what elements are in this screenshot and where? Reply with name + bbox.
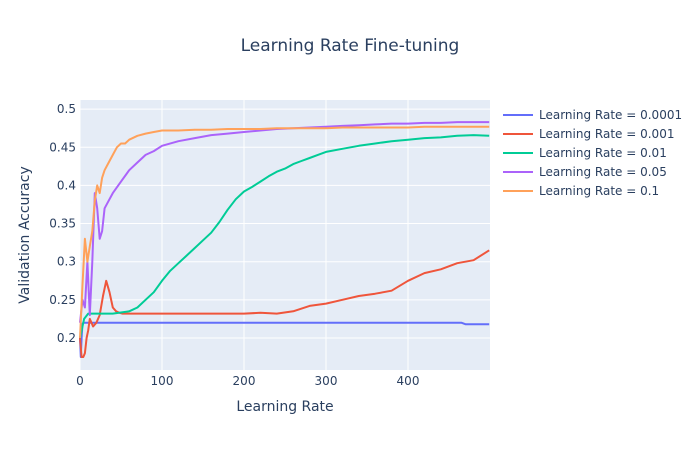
x-tick-label: 300 <box>315 374 338 388</box>
y-tick-label: 0.3 <box>57 255 76 269</box>
y-tick-label: 0.35 <box>49 217 76 231</box>
legend-item: Learning Rate = 0.001 <box>503 127 674 141</box>
x-tick-label: 0 <box>76 374 84 388</box>
legend-item: Learning Rate = 0.05 <box>503 165 667 179</box>
y-tick-label: 0.4 <box>57 178 76 192</box>
x-axis-title: Learning Rate <box>236 399 333 415</box>
legend-item: Learning Rate = 0.1 <box>503 184 659 198</box>
y-tick-label: 0.45 <box>49 140 76 154</box>
legend: Learning Rate = 0.0001 Learning Rate = 0.… <box>503 108 682 198</box>
legend-label: Learning Rate = 0.01 <box>539 146 667 160</box>
legend-label: Learning Rate = 0.05 <box>539 165 667 179</box>
y-axis-title: Validation Accuracy <box>17 166 33 304</box>
series-lines <box>79 121 490 358</box>
y-tick-label: 0.5 <box>57 102 76 116</box>
series-line <box>79 249 490 358</box>
legend-label: Learning Rate = 0.0001 <box>539 108 682 122</box>
y-tick-label: 0.2 <box>57 331 76 345</box>
chart-title: Learning Rate Fine-tuning <box>241 36 460 56</box>
x-tick-label: 100 <box>151 374 174 388</box>
tick-labels: 0 100 200 300 400 0.2 0.25 0.3 0.35 0.4 0.45 0.5 <box>49 102 419 388</box>
legend-label: Learning Rate = 0.1 <box>539 184 659 198</box>
legend-label: Learning Rate = 0.001 <box>539 127 674 141</box>
plot-area <box>80 100 490 370</box>
series-line <box>79 321 490 358</box>
series-line <box>79 125 490 339</box>
series-line <box>79 134 490 339</box>
y-tick-label: 0.25 <box>49 293 76 307</box>
legend-item: Learning Rate = 0.0001 <box>503 108 682 122</box>
legend-item: Learning Rate = 0.01 <box>503 146 667 160</box>
grid-lines <box>79 100 490 370</box>
x-tick-label: 200 <box>233 374 256 388</box>
x-tick-label: 400 <box>397 374 420 388</box>
